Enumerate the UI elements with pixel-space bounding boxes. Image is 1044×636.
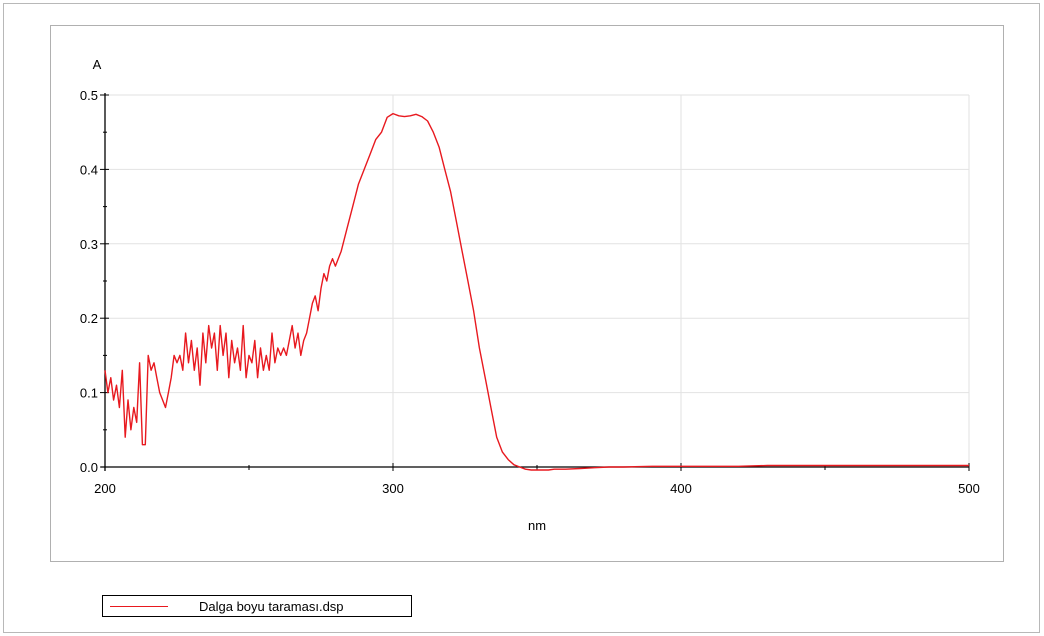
y-tick-label: 0.4 — [80, 162, 98, 177]
grid-layer — [105, 94, 970, 467]
axis-layer — [100, 93, 970, 471]
chart-svg: 0.0 0.1 0.2 0.3 0.4 0.5 200 300 400 500 Anm — [80, 57, 980, 533]
x-tick-label: 200 — [94, 481, 116, 496]
y-tick-label: 0.5 — [80, 88, 98, 103]
legend-swatch — [110, 606, 168, 607]
y-tick-label: 0.2 — [80, 311, 98, 326]
x-axis-label: nm — [528, 518, 546, 533]
x-tick-label: 500 — [958, 481, 980, 496]
x-tick-label: 300 — [382, 481, 404, 496]
y-tick-label: 0.0 — [80, 460, 98, 475]
y-tick-label: 0.3 — [80, 237, 98, 252]
label-layer: 0.0 0.1 0.2 0.3 0.4 0.5 200 300 400 500 Anm — [80, 57, 980, 533]
series-line — [104, 112, 969, 471]
legend-label: Dalga boyu taraması.dsp — [199, 599, 344, 614]
legend: Dalga boyu taraması.dsp — [102, 595, 412, 617]
series-layer — [104, 112, 969, 471]
y-axis-label: A — [93, 57, 102, 72]
x-tick-label: 400 — [670, 481, 692, 496]
chart-frame — [3, 3, 1040, 633]
y-tick-label: 0.1 — [80, 386, 98, 401]
